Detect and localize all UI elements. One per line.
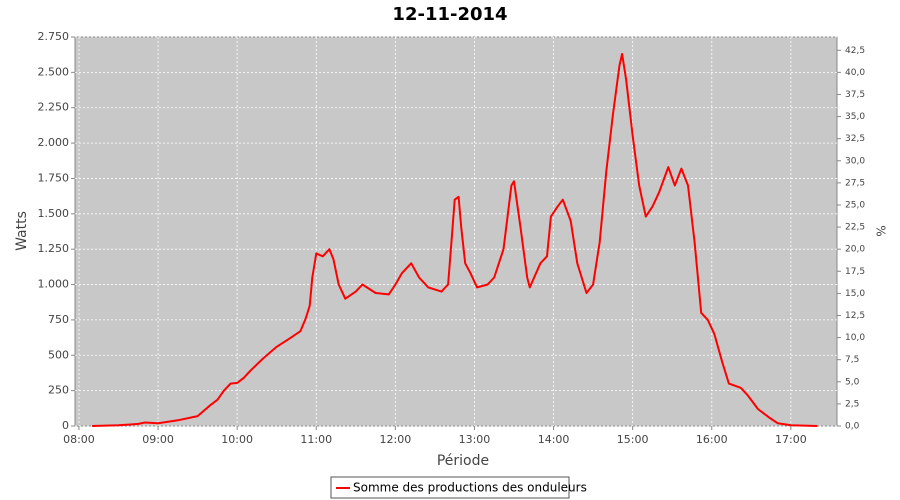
y-tick-label: 0 — [62, 419, 69, 432]
y2-tick-label: 27,5 — [845, 178, 865, 188]
y-tick-label: 1.250 — [38, 242, 70, 255]
x-axis-label: Période — [437, 453, 489, 469]
legend — [330, 476, 570, 499]
y-tick-label: 1.500 — [38, 207, 70, 220]
y2-tick-label: 30,0 — [845, 156, 865, 166]
x-tick-label: 14:00 — [538, 433, 570, 446]
y2-tick-label: 7,5 — [845, 355, 859, 365]
y2-tick-label: 10,0 — [845, 333, 865, 343]
y-tick-label: 1.000 — [38, 278, 70, 291]
y2-tick-label: 37,5 — [845, 90, 865, 100]
x-tick-label: 09:00 — [142, 433, 174, 446]
y-axis-label: Watts — [14, 211, 30, 251]
y-tick-label: 2.000 — [38, 136, 70, 149]
y2-tick-label: 35,0 — [845, 112, 865, 122]
series-line — [92, 53, 818, 427]
y2-tick-label: 15,0 — [845, 289, 865, 299]
plot-area — [74, 36, 838, 427]
x-tick-label: 15:00 — [617, 433, 649, 446]
y2-tick-label: 42,5 — [845, 46, 865, 56]
x-tick-label: 11:00 — [300, 433, 332, 446]
x-tick-label: 17:00 — [775, 433, 807, 446]
x-tick-label: 12:00 — [380, 433, 412, 446]
chart-title: 12-11-2014 — [392, 4, 507, 25]
y2-tick-label: 0,0 — [845, 422, 860, 432]
x-tick-label: 13:00 — [459, 433, 491, 446]
y-tick-label: 2.500 — [38, 65, 70, 78]
y2-tick-label: 25,0 — [845, 200, 865, 210]
y2-tick-label: 2,5 — [845, 399, 859, 409]
y2-tick-label: 40,0 — [845, 68, 865, 78]
x-tick-label: 08:00 — [63, 433, 95, 446]
y2-tick-label: 20,0 — [845, 245, 865, 255]
y-tick-label: 500 — [48, 348, 69, 361]
y2-tick-label: 5,0 — [845, 377, 860, 387]
y-tick-label: 2.750 — [38, 30, 70, 43]
y-tick-label: 250 — [48, 384, 69, 397]
y2-tick-label: 12,5 — [845, 311, 865, 321]
x-tick-label: 10:00 — [221, 433, 253, 446]
y-tick-label: 2.250 — [38, 101, 70, 114]
y-tick-label: 1.750 — [38, 171, 70, 184]
x-tick-label: 16:00 — [696, 433, 728, 446]
legend-label: Somme des productions des onduleurs — [353, 481, 587, 495]
y-tick-label: 750 — [48, 313, 69, 326]
y2-tick-label: 32,5 — [845, 134, 865, 144]
y2-tick-label: 22,5 — [845, 223, 865, 233]
y2-tick-label: 17,5 — [845, 267, 865, 277]
y2-axis-label: % — [874, 225, 888, 236]
